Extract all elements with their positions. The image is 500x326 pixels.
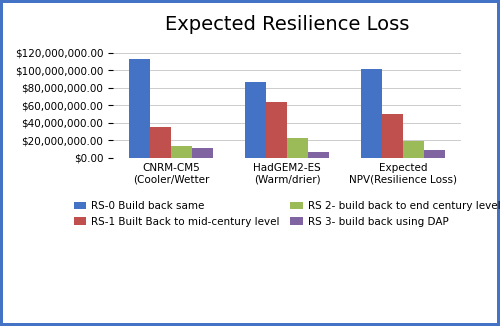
Bar <box>287 138 308 158</box>
Bar <box>192 148 213 158</box>
Bar <box>308 152 329 158</box>
Bar <box>382 114 403 158</box>
Bar <box>424 150 445 158</box>
Bar <box>171 145 192 158</box>
Bar <box>246 82 266 158</box>
Bar <box>130 59 150 158</box>
Bar <box>362 69 382 158</box>
Title: Expected Resilience Loss: Expected Resilience Loss <box>165 15 410 34</box>
Bar <box>266 102 287 158</box>
Bar <box>150 127 171 158</box>
Legend: RS-0 Build back same, RS-1 Built Back to mid-century level, RS 2- build back to : RS-0 Build back same, RS-1 Built Back to… <box>70 197 500 231</box>
Bar <box>403 141 424 158</box>
